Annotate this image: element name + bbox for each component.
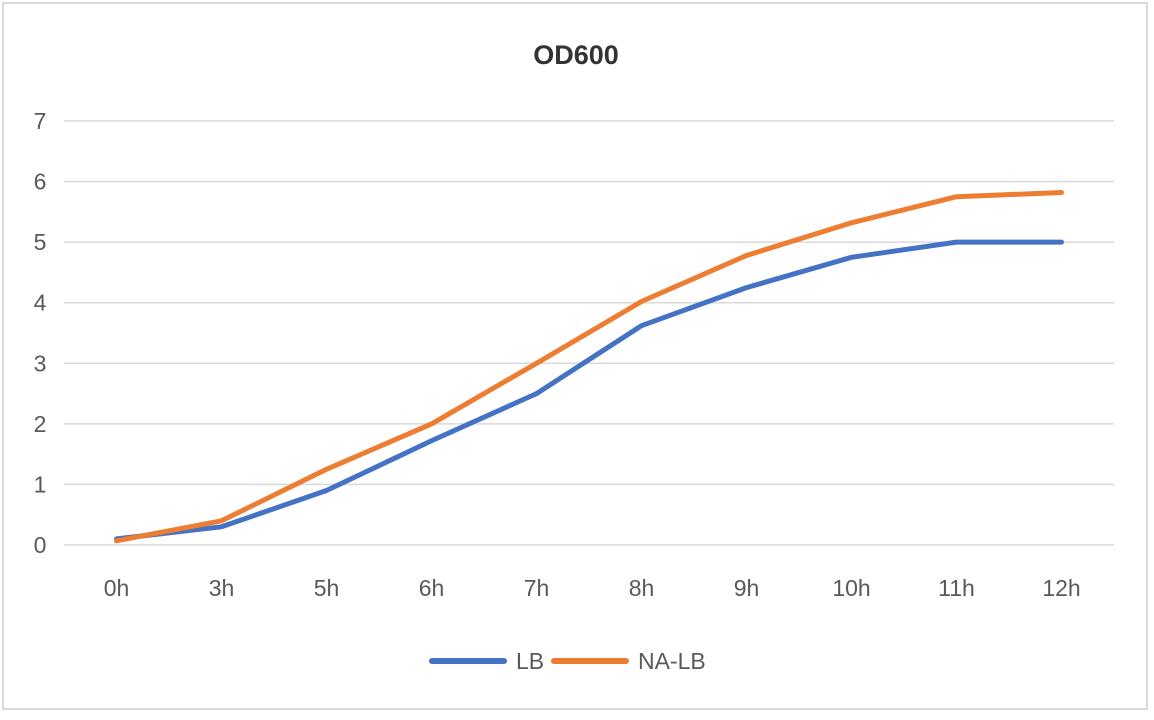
y-tick-label: 5 [34, 229, 47, 255]
y-tick-label: 2 [34, 411, 47, 437]
y-tick-label: 7 [34, 108, 47, 134]
x-axis-ticks: 0h 3h 5h 6h 7h 8h 9h 10h 11h 12h [104, 575, 1081, 601]
x-tick-label: 0h [104, 575, 130, 601]
legend-label: LB [516, 648, 544, 674]
x-tick-label: 12h [1042, 575, 1080, 601]
x-tick-label: 10h [832, 575, 870, 601]
y-axis-ticks: 0 1 2 3 4 5 6 7 [34, 108, 47, 558]
y-tick-label: 1 [34, 471, 47, 497]
chart-title: OD600 [533, 40, 619, 70]
x-tick-label: 7h [524, 575, 550, 601]
series-line-lb [114, 239, 1064, 542]
legend: LB NA-LB [429, 648, 706, 674]
x-tick-label: 11h [938, 575, 975, 601]
y-tick-label: 4 [34, 290, 47, 316]
x-tick-label: 9h [734, 575, 760, 601]
y-tick-label: 0 [34, 532, 47, 558]
chart-frame [2, 2, 1148, 710]
x-tick-label: 5h [314, 575, 340, 601]
series-lines [114, 190, 1064, 544]
x-tick-label: 3h [209, 575, 235, 601]
legend-label: NA-LB [638, 648, 706, 674]
series-line-na-lb [114, 190, 1064, 544]
x-tick-label: 8h [629, 575, 655, 601]
y-tick-label: 3 [34, 350, 47, 376]
y-tick-label: 6 [34, 169, 47, 195]
x-tick-label: 6h [419, 575, 445, 601]
